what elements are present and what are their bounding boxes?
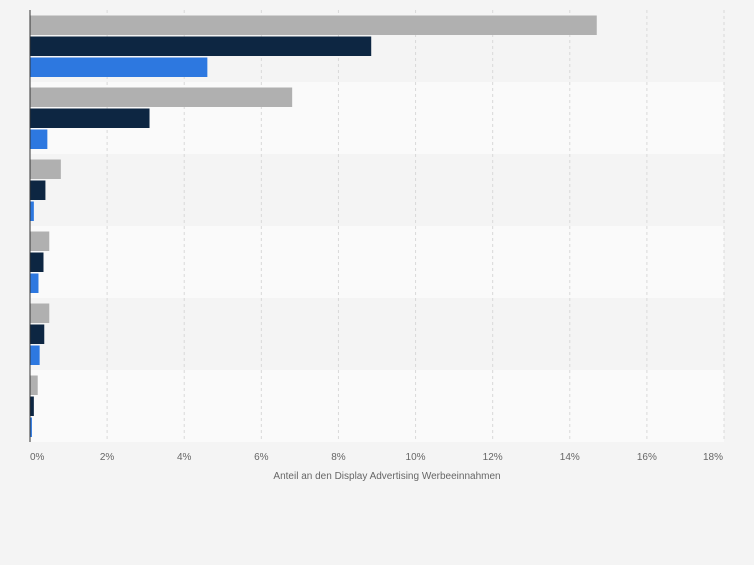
- bar: [30, 252, 44, 272]
- bar: [30, 345, 40, 365]
- x-tick-labels: 0% 2% 4% 6% 8% 10% 12% 14% 16% 18%: [30, 452, 723, 463]
- x-axis-label: Anteil an den Display Advertising Werbee…: [273, 471, 500, 482]
- x-tick-label: 6%: [254, 452, 269, 463]
- bar: [30, 231, 50, 251]
- category-band: [30, 226, 724, 298]
- bar: [30, 324, 45, 344]
- bar: [30, 273, 39, 293]
- bar: [30, 396, 34, 416]
- bar: [30, 129, 48, 149]
- x-tick-label: 12%: [483, 452, 503, 463]
- category-band: [30, 154, 724, 226]
- x-tick-label: 4%: [177, 452, 192, 463]
- bar: [30, 201, 34, 221]
- x-tick-label: 8%: [331, 452, 346, 463]
- bar: [30, 15, 597, 35]
- bar: [30, 57, 208, 77]
- bar: [30, 36, 372, 56]
- bar: [30, 87, 293, 107]
- bar: [30, 375, 38, 395]
- bar: [30, 108, 150, 128]
- bar: [30, 180, 46, 200]
- x-tick-label: 18%: [703, 452, 723, 463]
- x-tick-label: 10%: [406, 452, 426, 463]
- category-bands: [30, 10, 724, 442]
- x-tick-label: 16%: [637, 452, 657, 463]
- gridlines: [106, 10, 725, 442]
- category-band: [30, 370, 724, 442]
- bars: [30, 15, 597, 437]
- x-tick-label: 2%: [100, 452, 115, 463]
- category-band: [30, 298, 724, 370]
- bar: [30, 417, 32, 437]
- bar: [30, 159, 61, 179]
- x-tick-label: 0%: [30, 452, 45, 463]
- x-tick-label: 14%: [560, 452, 580, 463]
- bar: [30, 303, 50, 323]
